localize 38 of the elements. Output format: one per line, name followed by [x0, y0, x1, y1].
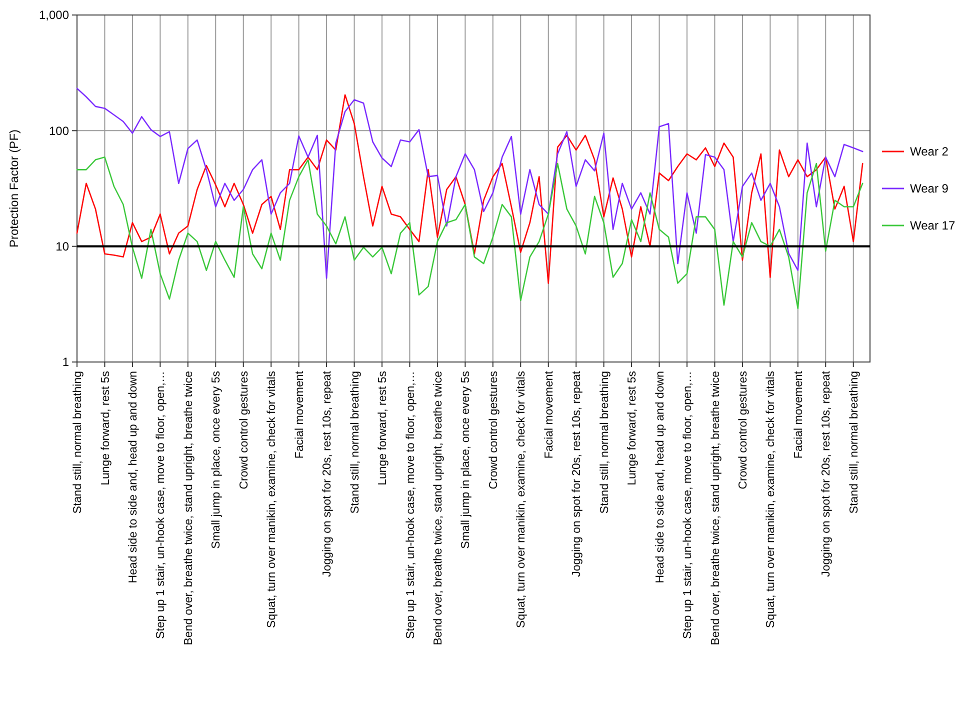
- x-tick-label: Facial movement: [294, 370, 306, 459]
- x-tick-label: Small jump in place, once every 5s: [210, 370, 223, 549]
- x-tick-label: Crowd control gestures: [238, 370, 250, 490]
- y-tick-label: 1,000: [38, 8, 70, 22]
- x-tick-label: Bend over, breathe twice, stand upright, breathe twice: [182, 371, 195, 646]
- x-tick-label: Small jump in place, once every 5s: [460, 370, 472, 549]
- x-tick-label: Crowd control gestures: [488, 370, 500, 490]
- x-tick-label: Stand still, normal breathing: [848, 371, 860, 514]
- legend-label: Wear 2: [910, 144, 949, 159]
- x-tick-label: Bend over, breathe twice, stand upright, breathe twice: [432, 371, 444, 646]
- x-tick-label: Jogging on spot for 20s, rest 10s, repeat: [571, 370, 584, 577]
- x-tick-label: Lunge forward, rest 5s: [100, 370, 112, 486]
- y-tick-label: 100: [48, 124, 70, 138]
- x-tick-label: Squat, turn over manikin, examine, check for vitals: [516, 370, 528, 628]
- x-tick-label: Step up 1 stair, un-hook case, move to floor, open,…: [155, 371, 168, 639]
- x-tick-label: Step up 1 stair, un-hook case, move to floor, open,…: [404, 371, 417, 639]
- x-tick-label: Lunge forward, rest 5s: [626, 370, 639, 486]
- x-tick-label: Bend over, breathe twice, stand upright, breathe twice: [710, 371, 722, 646]
- x-tick-label: Facial movement: [792, 370, 805, 459]
- line-series: [76, 156, 864, 310]
- x-tick-label: Crowd control gestures: [737, 370, 750, 490]
- y-axis-title: Protection Factor (PF): [7, 129, 21, 248]
- x-tick-label: Head side to side and, head up and down: [127, 371, 140, 584]
- x-tick-label: Stand still, normal breathing: [72, 371, 84, 514]
- x-tick-label: Squat, turn over manikin, examine, check for vitals: [266, 370, 278, 628]
- legend-label: Wear 17: [910, 218, 956, 233]
- x-tick-label: Lunge forward, rest 5s: [377, 370, 390, 486]
- x-tick-label: Squat, turn over manikin, examine, check for vitals: [765, 370, 778, 628]
- y-tick-label: 1: [62, 355, 70, 370]
- x-tick-label: Step up 1 stair, un-hook case, move to floor, open,…: [682, 371, 694, 639]
- x-tick-label: Jogging on spot for 20s, rest 10s, repeat: [820, 370, 833, 577]
- x-tick-label: Stand still, normal breathing: [598, 371, 611, 514]
- x-tick-label: Jogging on spot for 20s, rest 10s, repeat: [322, 370, 334, 577]
- x-tick-label: Stand still, normal breathing: [349, 371, 362, 514]
- x-tick-label: Head side to side and, head up and down: [654, 371, 666, 584]
- legend-label: Wear 9: [910, 182, 949, 196]
- y-tick-label: 10: [56, 240, 70, 254]
- x-tick-label: Facial movement: [543, 370, 556, 459]
